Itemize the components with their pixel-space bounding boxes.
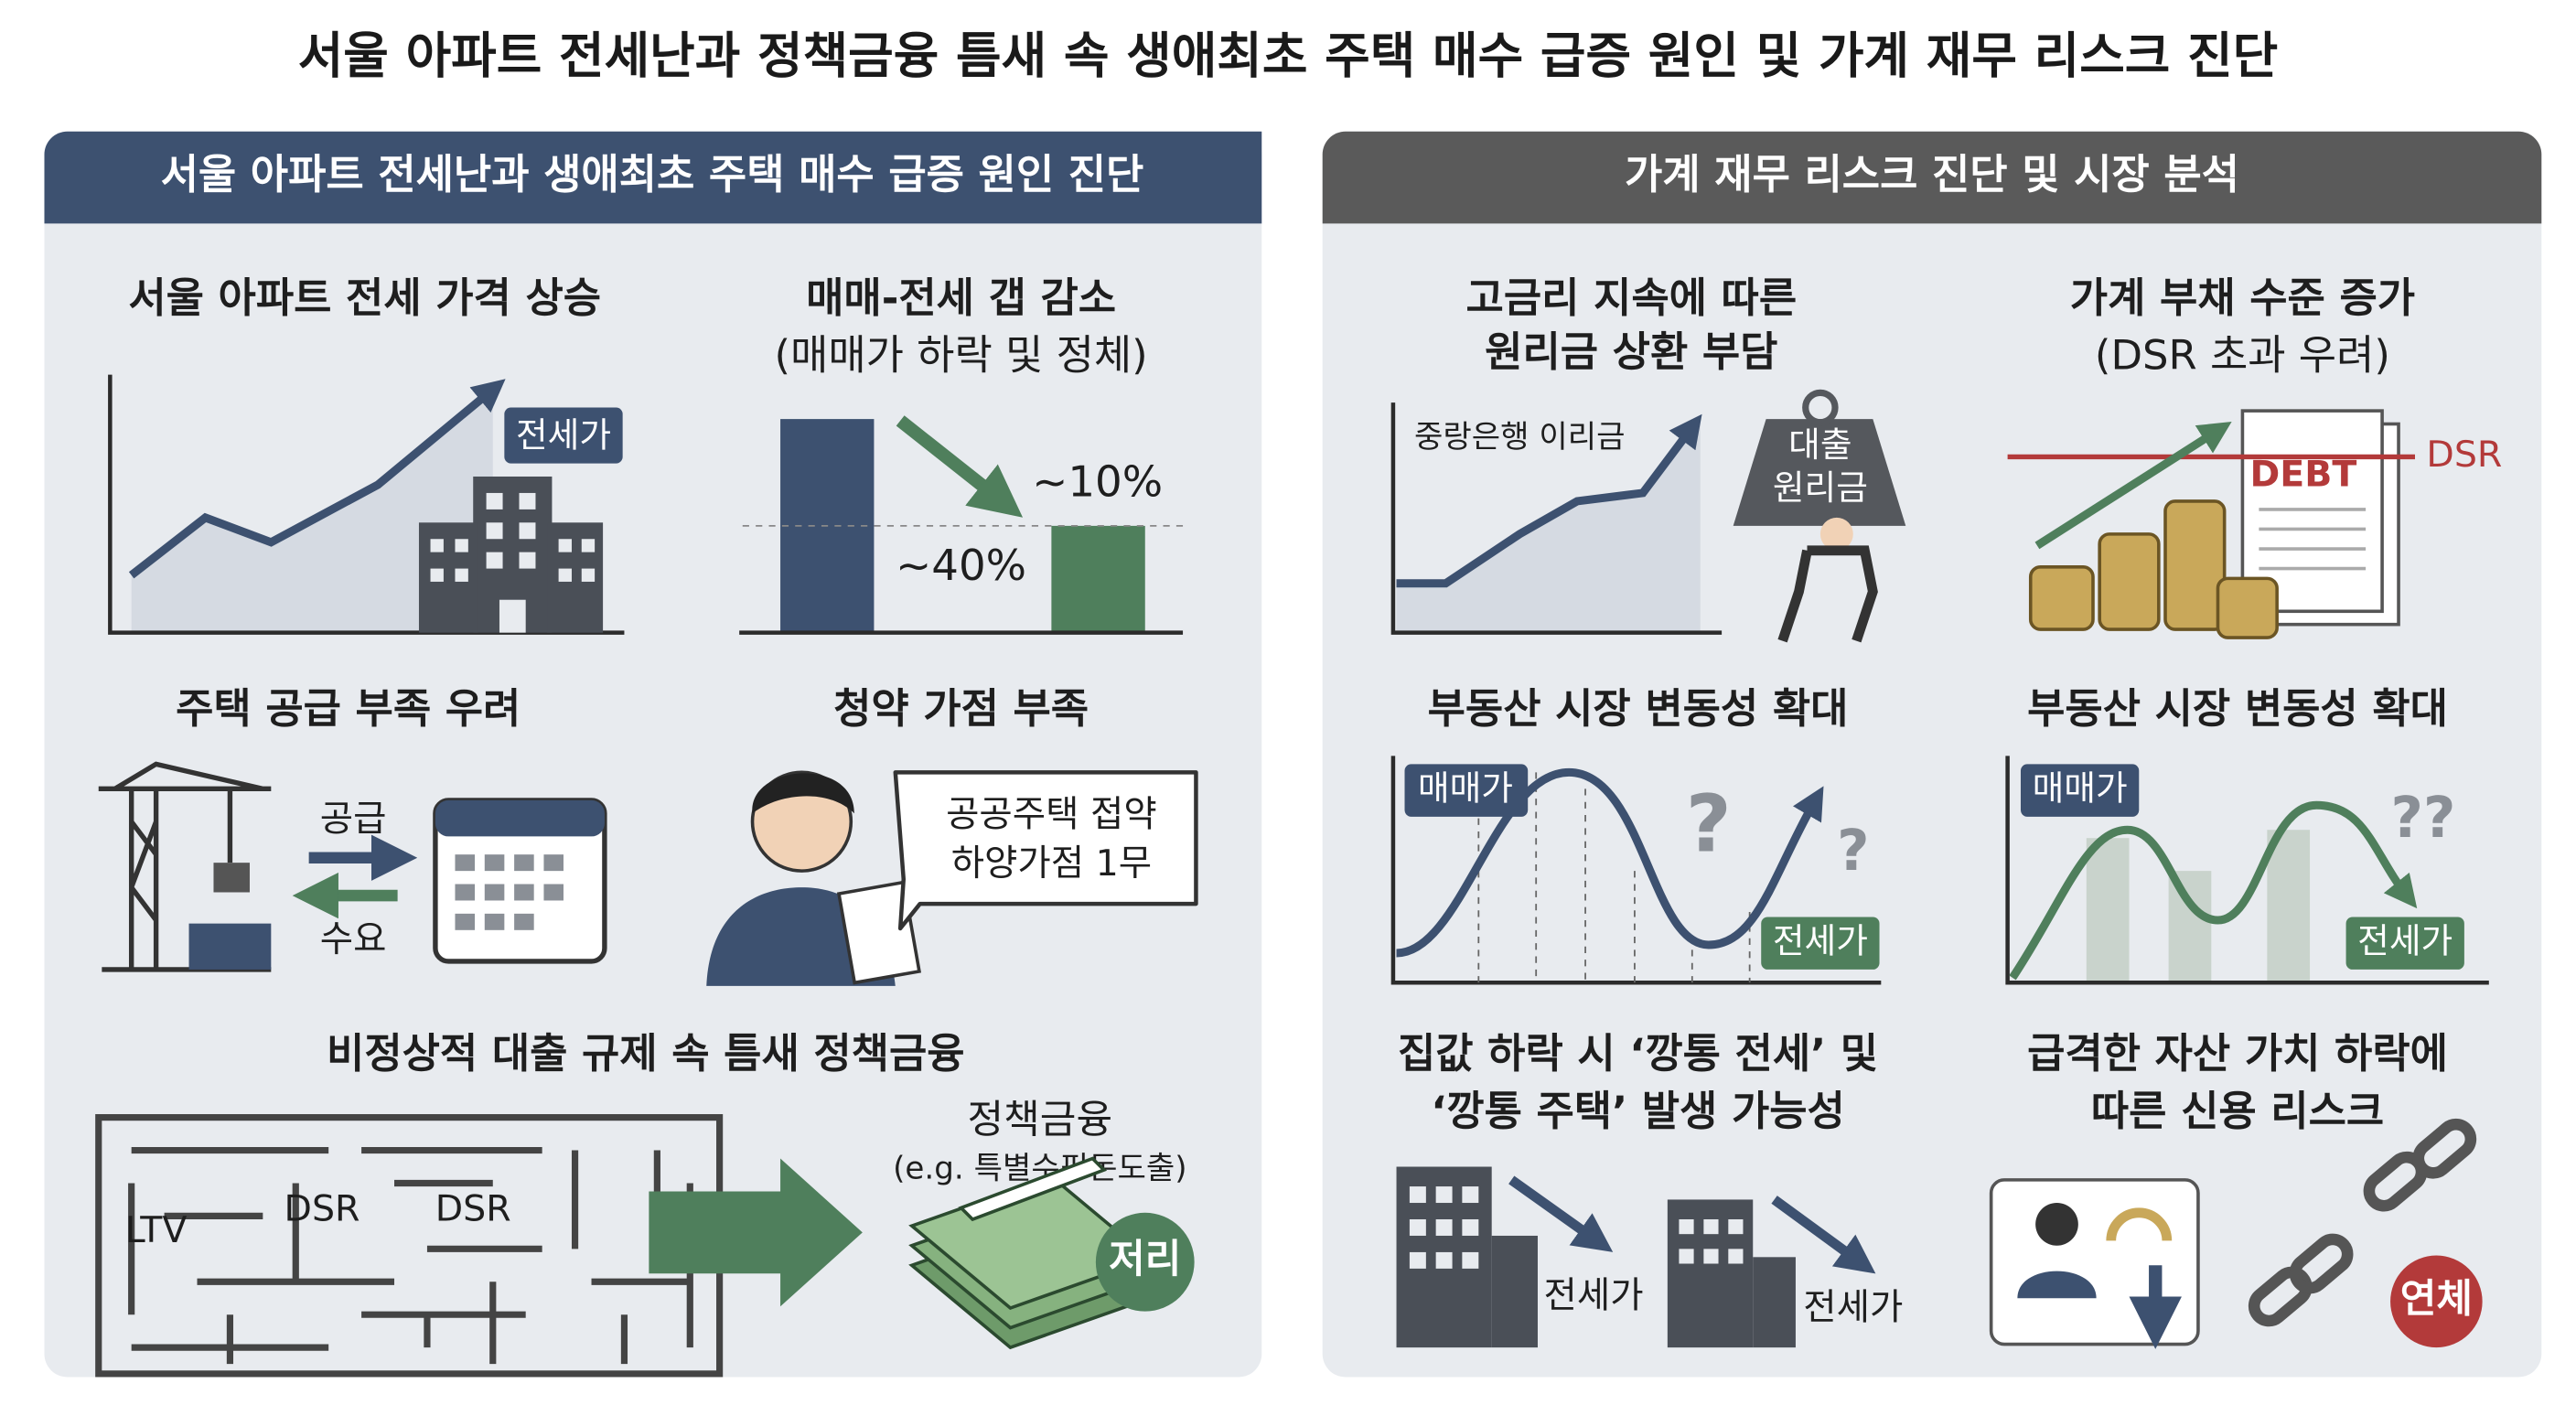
panel-title: 집값 하락 시 ‘깡통 전세’ 및 [1398,1029,1878,1078]
panel-title: 부동산 시장 변동성 확대 [2027,684,2448,733]
panel-title: 따른 신용 리스크 [2091,1087,2384,1135]
label: 전세가 [1773,921,1868,961]
label: 전세가 [1803,1286,1903,1328]
panel-subtitle: (매매가 하락 및 정체) [775,331,1148,380]
label: 연체 [2400,1276,2473,1322]
label: 전세가 [2357,921,2453,961]
panel-title: 서울 아파트 전세 가격 상승 [128,273,601,322]
panel-title: 가계 부채 수준 증가 [2070,273,2415,322]
label: 공공주택 접약 [946,793,1157,835]
label: ~10% [1032,457,1163,507]
label: DSR [2426,434,2502,476]
label: 전세가 [516,414,611,455]
left-panel: 서울 아파트 전세난과 생애최초 주택 매수 급증 원인 진단 서울 아파트 전… [44,131,1262,1378]
label: 중랑은행 이리금 [1414,419,1625,456]
label: DSR [284,1188,360,1230]
panel-subtitle: (DSR 초과 우려) [2095,331,2390,380]
label: 원리금 [1773,467,1868,508]
left-header: 서울 아파트 전세난과 생애최초 주택 매수 급증 원인 진단 [161,150,1144,198]
label: LTV [125,1209,188,1251]
label: DSR [435,1188,511,1230]
label: 저리 [1109,1237,1181,1282]
panel-title: 비정상적 대출 규제 속 틈새 정책금융 [327,1029,965,1078]
label: 대출 [1788,424,1852,465]
panel-title: 청약 가점 부족 [833,684,1089,733]
panel-title: 부동산 시장 변동성 확대 [1428,684,1849,733]
label: 전세가 [1544,1275,1644,1317]
label: 정책금융 [968,1097,1113,1142]
label: 하양가점 1무 [951,842,1152,885]
panel-title: 원리금 상환 부담 [1485,327,1777,376]
panel-title: ‘깡통 주택’ 발생 가능성 [1431,1087,1845,1135]
label: 매매가 [1418,768,1513,809]
label: DEBT [2249,453,2356,495]
label: ~40% [896,542,1026,591]
label: 매매가 [2033,768,2128,809]
label: ?? [2391,786,2456,851]
panel-title: 급격한 자산 가치 하락에 [2027,1029,2448,1078]
right-header: 가계 재무 리스크 진단 및 시장 분석 [1625,150,2239,198]
label: 수요 [320,918,387,960]
panel-title: 고금리 지속에 따른 [1466,273,1798,322]
label: 공급 [320,799,387,841]
main-title: 서울 아파트 전세난과 정책금융 틈새 속 생애최초 주택 매수 급증 원인 및… [298,27,2278,84]
panel-title: 매매-전세 갭 감소 [806,273,1116,322]
panel-title: 주택 공급 부족 우려 [176,684,521,733]
label: ? [1686,779,1732,871]
label: ? [1837,819,1869,884]
right-panel: 가계 재무 리스크 진단 및 시장 분석 고금리 지속에 따른 원리금 상환 부… [1322,131,2542,1378]
